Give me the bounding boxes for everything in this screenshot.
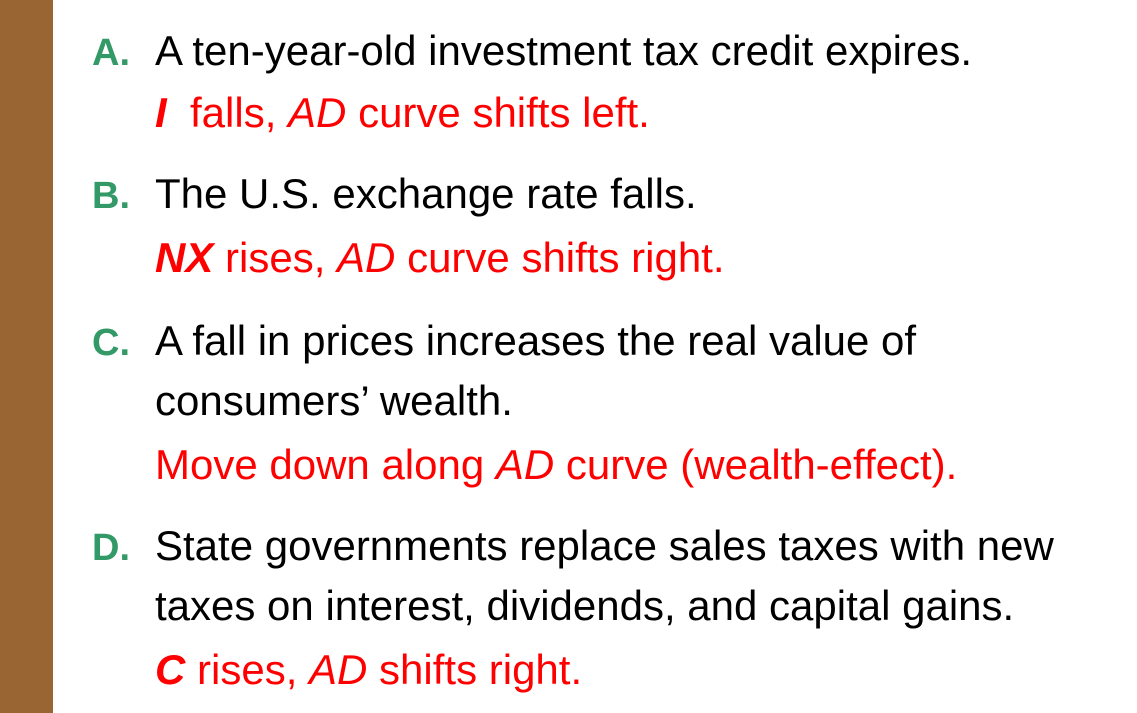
question-line: The U.S. exchange rate falls.	[155, 170, 697, 217]
answer-line: I falls, AD curve shifts left.	[155, 92, 650, 134]
answer-line: Move down along AD curve (wealth-effect)…	[155, 444, 957, 486]
item-letter: B.	[92, 175, 130, 217]
answer-ad: AD	[495, 441, 555, 488]
question-line: consumers’ wealth.	[155, 377, 513, 424]
answer-text: curve shifts left.	[346, 89, 650, 136]
answer-ad: AD	[309, 646, 368, 693]
side-accent-bar	[0, 0, 53, 713]
answer-line: C rises, AD shifts right.	[155, 649, 582, 691]
answer-text: curve shifts right.	[395, 234, 725, 281]
answer-text: Move down along	[155, 441, 496, 488]
question-line: A fall in prices increases the real valu…	[155, 317, 917, 364]
item-letter: D.	[92, 527, 130, 569]
item-letter: A.	[92, 32, 130, 74]
answer-variable: I	[155, 89, 167, 136]
question-line: State governments replace sales taxes wi…	[155, 522, 1054, 569]
answer-text: curve (wealth-effect).	[554, 441, 958, 488]
answer-line: NX rises, AD curve shifts right.	[155, 237, 725, 279]
answer-ad: AD	[288, 89, 347, 136]
answer-ad: AD	[337, 234, 396, 281]
answer-text: falls,	[166, 89, 289, 136]
answer-variable: NX	[155, 234, 214, 281]
item-letter: C.	[92, 322, 130, 364]
answer-text: shifts right.	[367, 646, 583, 693]
question-line: taxes on interest, dividends, and capita…	[155, 582, 1015, 629]
question-line: A ten-year-old investment tax credit exp…	[155, 27, 973, 74]
answer-text: rises,	[213, 234, 338, 281]
answer-variable: C	[155, 646, 186, 693]
answer-text: rises,	[185, 646, 310, 693]
